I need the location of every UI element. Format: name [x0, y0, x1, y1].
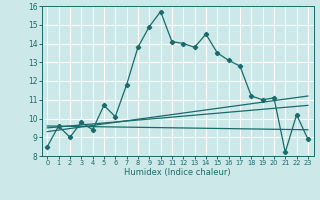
X-axis label: Humidex (Indice chaleur): Humidex (Indice chaleur) — [124, 168, 231, 177]
